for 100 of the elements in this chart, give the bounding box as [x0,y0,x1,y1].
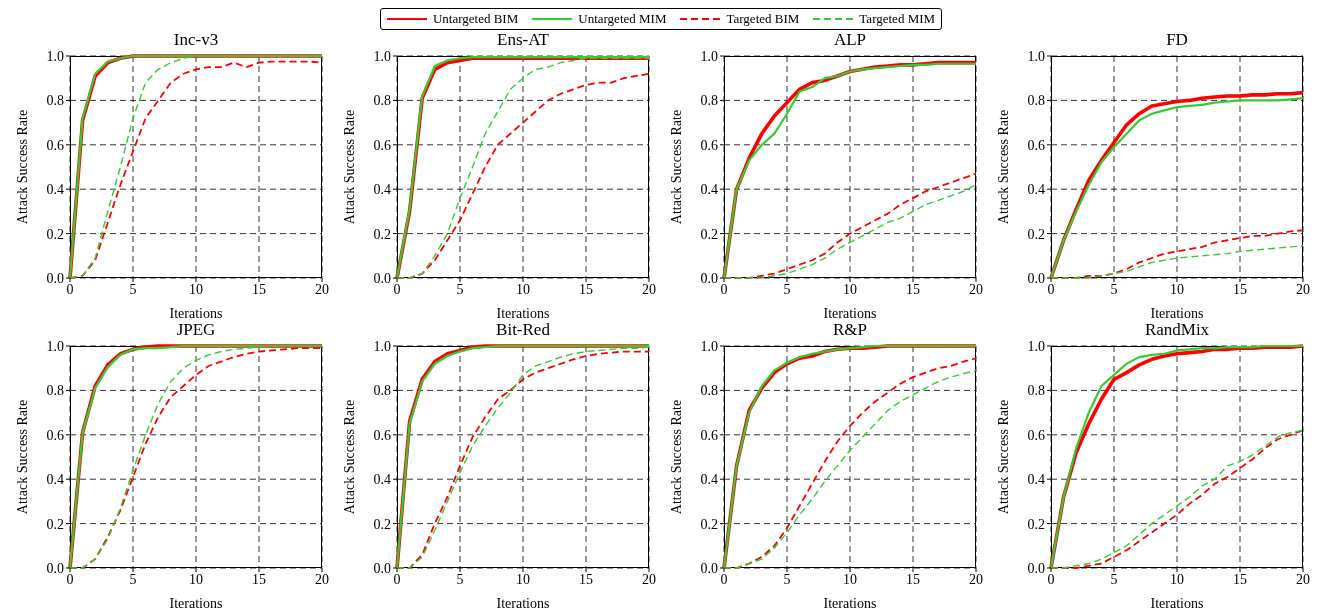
x-tick-label: 15 [906,281,920,297]
x-tick-label: 15 [252,571,266,587]
x-tick-label: 5 [129,281,137,297]
x-tick-label: 0 [66,281,74,297]
y-axis-title: Attack Success Rate [668,399,684,515]
y-axis-title: Attack Success Rate [668,109,684,225]
x-tick-label: 0 [66,571,74,587]
y-tick-label: 1.0 [1027,48,1045,64]
x-tick-label: 5 [1110,571,1118,587]
x-tick-label: 10 [1170,281,1184,297]
y-tick-label: 0.6 [1027,427,1045,443]
y-tick-label: 0.2 [373,516,391,532]
x-tick-label: 20 [969,281,983,297]
y-tick-label: 0.4 [700,472,718,488]
x-tick-label: 10 [189,281,203,297]
x-tick-label: 10 [516,571,530,587]
y-tick-label: 1.0 [700,48,718,64]
x-axis-title: Iterations [823,596,877,611]
x-tick-label: 0 [1047,571,1055,587]
y-tick-label: 0.0 [1027,270,1045,286]
y-axis-title: Attack Success Rate [14,109,30,225]
chart-title: Ens-AT [496,30,550,50]
y-tick-label: 0.6 [46,137,64,153]
x-tick-label: 10 [843,571,857,587]
x-tick-label: 20 [642,571,656,587]
y-tick-label: 0.8 [1027,383,1045,399]
x-tick-label: 15 [906,571,920,587]
y-tick-label: 1.0 [46,338,64,354]
y-tick-label: 1.0 [1027,338,1045,354]
x-tick-label: 10 [189,571,203,587]
x-tick-label: 10 [843,281,857,297]
x-tick-label: 15 [1233,281,1247,297]
x-tick-label: 0 [393,281,401,297]
y-tick-label: 0.6 [373,427,391,443]
x-tick-label: 10 [516,281,530,297]
x-tick-label: 15 [579,281,593,297]
y-tick-label: 0.6 [46,427,64,443]
y-tick-label: 1.0 [373,338,391,354]
y-tick-label: 0.6 [700,137,718,153]
x-tick-label: 0 [720,281,728,297]
x-axis-title: Iterations [823,306,877,321]
y-tick-label: 0.8 [373,93,391,109]
chart-title: ALP [832,30,868,50]
y-tick-label: 0.4 [1027,182,1045,198]
y-axis-title: Attack Success Rate [14,399,30,515]
y-tick-label: 0.0 [46,560,64,576]
y-tick-label: 0.4 [46,472,64,488]
y-tick-label: 0.8 [700,383,718,399]
legend-label: Untargeted BIM [432,11,519,27]
y-tick-label: 0.2 [373,226,391,242]
legend-label: Untargeted MIM [578,11,667,27]
x-tick-label: 15 [252,281,266,297]
x-tick-label: 5 [1110,281,1118,297]
y-tick-label: 1.0 [46,48,64,64]
x-axis-title: Iterations [169,306,223,321]
chart-title: Inc-v3 [172,30,220,50]
x-tick-label: 20 [1296,571,1310,587]
x-tick-label: 10 [1170,571,1184,587]
y-tick-label: 0.8 [46,383,64,399]
y-tick-label: 0.0 [700,270,718,286]
y-tick-label: 0.4 [1027,472,1045,488]
y-tick-label: 0.0 [46,270,64,286]
chart-title: JPEG [175,320,217,340]
y-tick-label: 0.4 [46,182,64,198]
y-tick-label: 0.2 [1027,516,1045,532]
y-tick-label: 0.0 [373,560,391,576]
y-axis-title: Attack Success Rate [995,399,1011,515]
x-axis-title: Iterations [496,306,550,321]
x-tick-label: 15 [1233,571,1247,587]
x-axis-title: Iterations [1150,306,1204,321]
y-tick-label: 0.8 [700,93,718,109]
chart-title: R&P [832,320,868,340]
y-tick-label: 1.0 [700,338,718,354]
y-tick-label: 0.4 [700,182,718,198]
y-tick-label: 0.8 [1027,93,1045,109]
y-axis-title: Attack Success Rate [341,109,357,225]
x-tick-label: 20 [315,281,329,297]
y-tick-label: 0.4 [373,182,391,198]
y-tick-label: 0.6 [1027,137,1045,153]
x-tick-label: 0 [720,571,728,587]
y-axis-title: Attack Success Rate [341,399,357,515]
y-tick-label: 0.8 [373,383,391,399]
x-tick-label: 5 [783,571,791,587]
y-tick-label: 0.0 [373,270,391,286]
y-tick-label: 0.0 [700,560,718,576]
y-tick-label: 1.0 [373,48,391,64]
y-tick-label: 0.6 [373,137,391,153]
y-tick-label: 0.2 [700,516,718,532]
x-tick-label: 15 [579,571,593,587]
legend-label: Targeted BIM [726,11,800,27]
x-axis-title: Iterations [169,596,223,611]
y-tick-label: 0.6 [700,427,718,443]
x-tick-label: 5 [129,571,137,587]
x-tick-label: 0 [393,571,401,587]
x-axis-title: Iterations [496,596,550,611]
x-tick-label: 5 [456,281,464,297]
y-axis-title: Attack Success Rate [995,109,1011,225]
x-tick-label: 5 [456,571,464,587]
y-tick-label: 0.2 [1027,226,1045,242]
y-tick-label: 0.4 [373,472,391,488]
